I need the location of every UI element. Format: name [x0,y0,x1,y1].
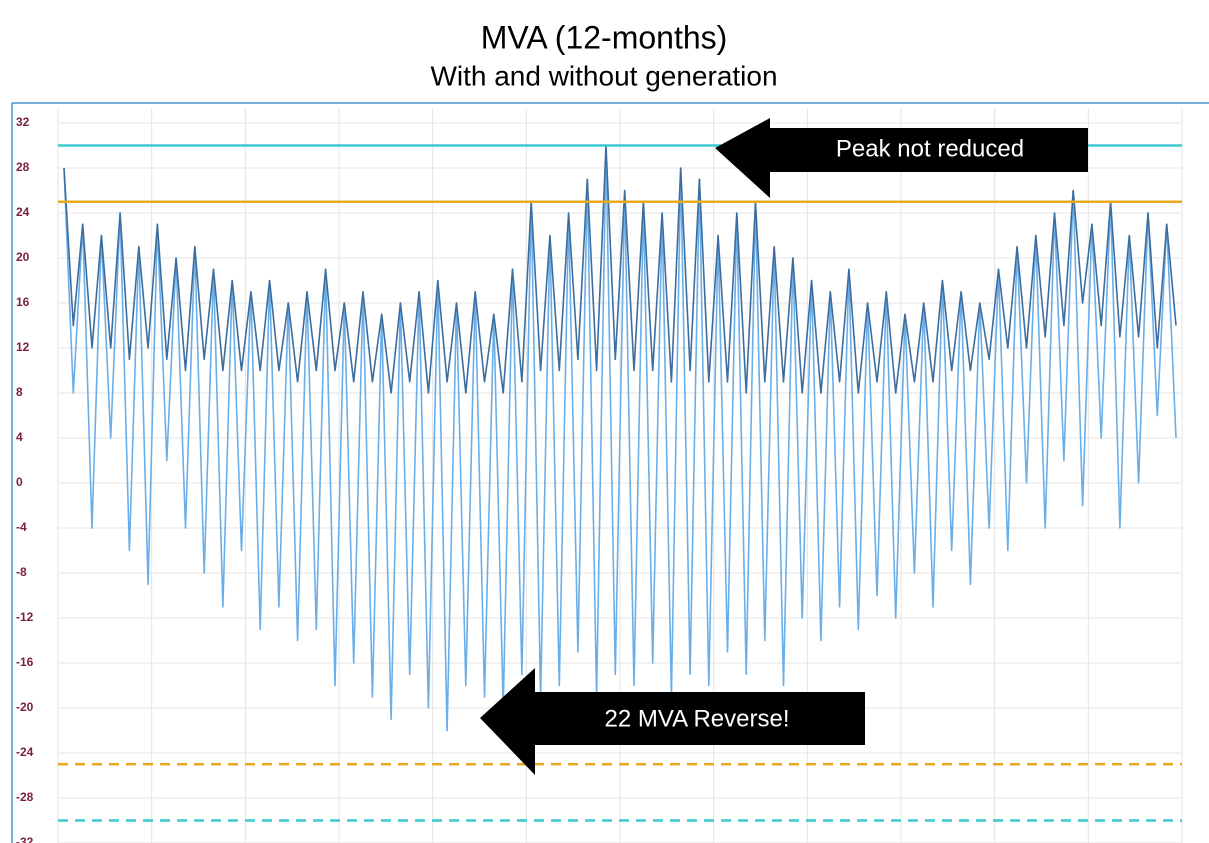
y-tick-label: -8 [16,565,27,579]
y-tick-label: -16 [16,655,34,669]
annotation: Peak not reduced [836,135,1024,162]
y-tick-label: -20 [16,700,34,714]
y-tick-label: 20 [16,250,30,264]
y-tick-label: 0 [16,475,23,489]
y-tick-label: 28 [16,160,30,174]
y-tick-label: 32 [16,115,30,129]
y-tick-label: 16 [16,295,30,309]
y-tick-label: 4 [16,430,23,444]
series-line [63,144,1177,732]
y-tick-label: -12 [16,610,34,624]
y-tick-label: 12 [16,340,30,354]
series-line [63,144,1177,394]
chart-title: MVA (12-months) [481,19,728,55]
annotation: 22 MVA Reverse! [605,705,790,732]
arrow [715,118,1088,198]
arrow [480,668,865,775]
y-tick-label: -32 [16,835,34,843]
y-tick-label: -28 [16,790,34,804]
y-tick-label: -24 [16,745,34,759]
annotations: Peak not reduced 22 MVA Reverse! [480,118,1088,775]
y-tick-label: 24 [16,205,30,219]
y-tick-label: -4 [16,520,27,534]
chart-subtitle: With and without generation [430,60,777,91]
y-tick-label: 8 [16,385,23,399]
